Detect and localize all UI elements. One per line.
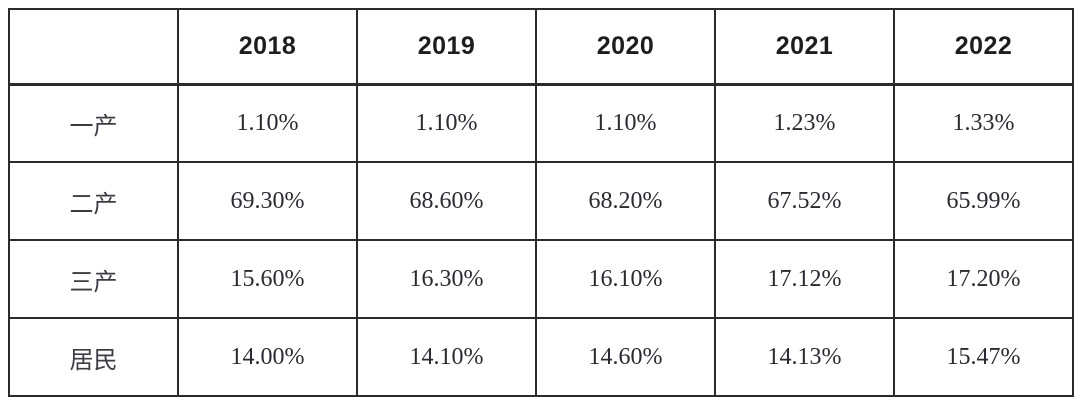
table-cell: 16.30%: [356, 239, 537, 319]
table-cell: 1.33%: [893, 83, 1074, 163]
column-header-2019: 2019: [356, 8, 537, 86]
table-cell: 68.60%: [356, 161, 537, 241]
table-cell: 15.60%: [177, 239, 358, 319]
column-header-2021: 2021: [714, 8, 895, 86]
table-row-tertiary-industry: 三产 15.60% 16.30% 16.10% 17.12% 17.20%: [8, 239, 1074, 319]
table-cell: 1.10%: [356, 83, 537, 163]
column-header-2018: 2018: [177, 8, 358, 86]
table-row-primary-industry: 一产 1.10% 1.10% 1.10% 1.23% 1.33%: [8, 83, 1074, 163]
table-cell: 67.52%: [714, 161, 895, 241]
data-table: 2018 2019 2020 2021 2022 一产 1.10% 1.10% …: [8, 8, 1074, 397]
row-label-tertiary-industry: 三产: [8, 239, 179, 319]
table-cell: 17.12%: [714, 239, 895, 319]
table-cell: 14.60%: [535, 317, 716, 397]
table-cell: 68.20%: [535, 161, 716, 241]
column-header-2020: 2020: [535, 8, 716, 86]
table-cell: 15.47%: [893, 317, 1074, 397]
table-cell: 1.10%: [535, 83, 716, 163]
table-cell: 69.30%: [177, 161, 358, 241]
table-cell: 17.20%: [893, 239, 1074, 319]
table-header-row: 2018 2019 2020 2021 2022: [8, 8, 1074, 86]
table-row-residents: 居民 14.00% 14.10% 14.60% 14.13% 15.47%: [8, 317, 1074, 397]
table-row-secondary-industry: 二产 69.30% 68.60% 68.20% 67.52% 65.99%: [8, 161, 1074, 241]
table-cell: 1.10%: [177, 83, 358, 163]
table-cell: 14.00%: [177, 317, 358, 397]
column-header-2022: 2022: [893, 8, 1074, 86]
corner-header-cell: [8, 8, 179, 86]
table-cell: 16.10%: [535, 239, 716, 319]
table-cell: 1.23%: [714, 83, 895, 163]
row-label-primary-industry: 一产: [8, 83, 179, 163]
table-cell: 14.10%: [356, 317, 537, 397]
row-label-secondary-industry: 二产: [8, 161, 179, 241]
table-cell: 14.13%: [714, 317, 895, 397]
table-cell: 65.99%: [893, 161, 1074, 241]
row-label-residents: 居民: [8, 317, 179, 397]
